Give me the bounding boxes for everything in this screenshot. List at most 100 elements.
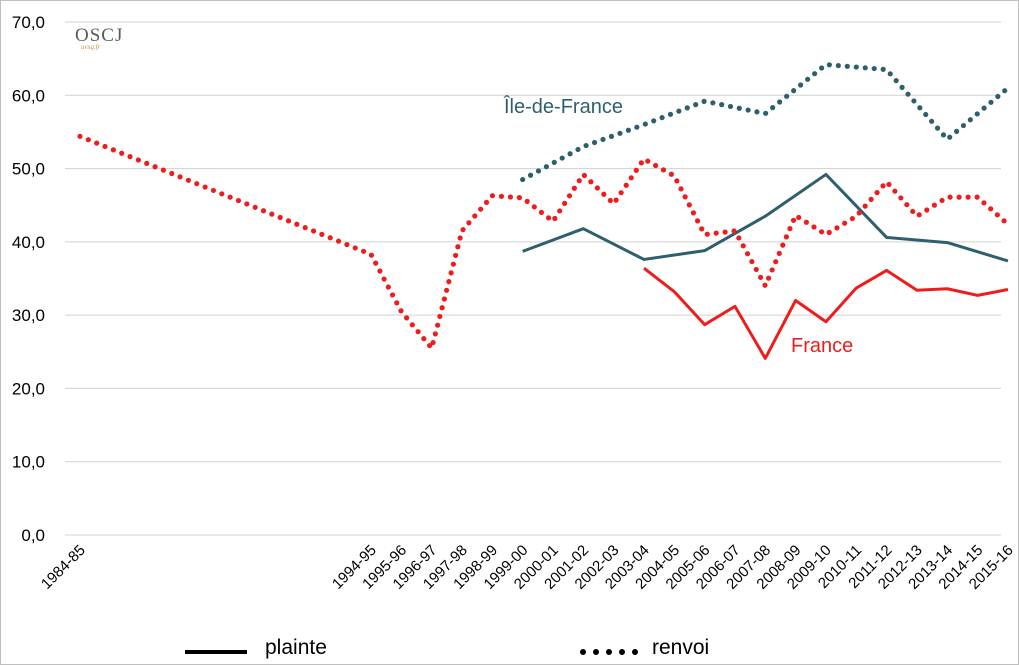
y-tick-label: 30,0 <box>12 306 45 325</box>
series-dot <box>373 260 379 266</box>
series-layer <box>77 62 1009 360</box>
series-dot <box>450 261 456 267</box>
series-dot <box>524 198 530 204</box>
legend-dot <box>593 649 599 655</box>
series-dot <box>898 195 904 201</box>
series-dot <box>398 308 404 314</box>
series-dot <box>905 91 911 97</box>
series-dot <box>557 208 563 214</box>
series-dot <box>613 197 619 203</box>
series-dot <box>988 206 994 212</box>
series-dot <box>940 132 947 138</box>
series-dot <box>819 65 825 71</box>
series-dot <box>899 84 905 90</box>
series-dot <box>776 250 782 257</box>
series-dot <box>277 214 283 221</box>
series-dot <box>441 296 447 302</box>
series-dot <box>434 322 441 328</box>
series-dot <box>667 111 674 117</box>
series-dot <box>693 102 699 108</box>
series-dot <box>426 342 433 349</box>
series-dot <box>754 109 760 115</box>
legend-renvoi: renvoi <box>652 636 709 659</box>
series-dot <box>583 142 589 149</box>
series-dot <box>811 224 817 230</box>
series-dot <box>699 226 705 232</box>
legend-dot <box>632 649 638 655</box>
series-dot <box>960 122 967 129</box>
series-dotted-idf-renvoi <box>520 62 1008 183</box>
series-dot <box>988 99 994 105</box>
series-dot <box>439 305 445 311</box>
series-dot <box>994 212 1000 218</box>
series-dot <box>453 252 459 259</box>
series-dot <box>773 259 779 265</box>
series-dot <box>535 168 542 174</box>
series-dot <box>202 184 208 190</box>
series-dot <box>600 136 606 143</box>
series-dot <box>460 227 466 233</box>
series-dot <box>678 186 684 192</box>
series-dot <box>642 121 648 127</box>
series-dot <box>381 276 387 282</box>
series-dot <box>566 193 573 199</box>
series-dot <box>745 107 751 113</box>
series-dot <box>805 76 811 82</box>
series-dot <box>466 220 472 226</box>
series-dot <box>472 213 478 219</box>
series-dot <box>974 111 980 117</box>
series-dot <box>77 133 83 139</box>
y-tick-label: 0,0 <box>21 526 45 545</box>
series-dot <box>227 194 233 200</box>
series-dot <box>780 242 786 248</box>
series-dot <box>929 118 935 124</box>
series-dot <box>659 114 665 121</box>
series-dot <box>404 315 410 321</box>
series-dot <box>727 103 734 110</box>
series-dot <box>651 118 657 124</box>
series-dot <box>967 117 973 123</box>
series-dot <box>618 190 624 196</box>
series-dot <box>210 187 217 194</box>
series-dot <box>947 194 953 200</box>
legend-dotted-swatch <box>580 649 638 655</box>
x-tick-label: 1984-85 <box>38 542 89 593</box>
series-line-idf-plainte <box>522 172 1009 263</box>
series-dot <box>478 206 484 212</box>
series-dot <box>628 175 634 181</box>
series-dot <box>835 62 841 69</box>
series-dot <box>446 278 452 285</box>
series-dot <box>623 182 629 188</box>
series-dot <box>796 214 802 221</box>
series-dot <box>862 203 868 209</box>
series-dot <box>686 202 692 208</box>
series-dot <box>607 197 613 204</box>
series-dot <box>144 160 150 166</box>
series-dot <box>916 212 922 218</box>
series-dot <box>85 137 91 143</box>
series-dot <box>430 339 436 346</box>
series-dot <box>719 102 725 108</box>
series-dot <box>527 172 534 178</box>
series-dot <box>601 191 607 197</box>
series-dot <box>135 157 141 163</box>
series-dot <box>923 111 929 118</box>
label-france: France <box>791 335 853 357</box>
series-dot <box>787 226 793 232</box>
series-dot <box>127 154 133 160</box>
series-dot <box>102 143 108 150</box>
series-dot <box>910 208 916 215</box>
series-dot <box>633 167 639 173</box>
series-dot <box>389 292 396 298</box>
series-dot <box>516 195 522 201</box>
series-dot <box>812 71 818 77</box>
series-dot <box>252 204 258 210</box>
y-tick-label: 50,0 <box>12 160 45 179</box>
series-dot <box>571 185 577 191</box>
series-dot <box>1001 218 1007 224</box>
series-dot <box>981 200 987 206</box>
series-dot <box>777 99 783 105</box>
series-dot <box>803 219 809 225</box>
series-dot <box>344 241 350 248</box>
series-dot <box>763 110 769 116</box>
